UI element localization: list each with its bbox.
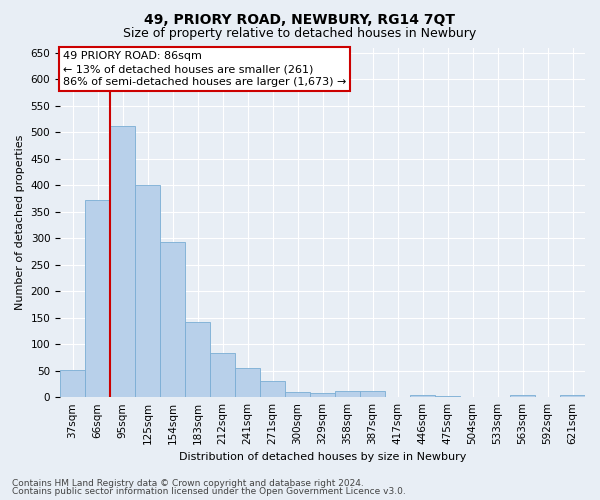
Text: Contains public sector information licensed under the Open Government Licence v3: Contains public sector information licen… [12,487,406,496]
Bar [135,186,160,397]
Bar [160,242,185,397]
Bar [235,368,260,397]
Bar [185,322,210,397]
Bar [335,392,360,397]
Bar [260,382,285,397]
Bar [310,393,335,397]
Bar [435,396,460,397]
Bar [560,395,585,397]
Text: 49 PRIORY ROAD: 86sqm
← 13% of detached houses are smaller (261)
86% of semi-det: 49 PRIORY ROAD: 86sqm ← 13% of detached … [62,51,346,88]
Bar [85,200,110,397]
X-axis label: Distribution of detached houses by size in Newbury: Distribution of detached houses by size … [179,452,466,462]
Bar [60,370,85,397]
Bar [110,126,135,397]
Bar [210,352,235,397]
Text: Contains HM Land Registry data © Crown copyright and database right 2024.: Contains HM Land Registry data © Crown c… [12,478,364,488]
Text: Size of property relative to detached houses in Newbury: Size of property relative to detached ho… [124,28,476,40]
Text: 49, PRIORY ROAD, NEWBURY, RG14 7QT: 49, PRIORY ROAD, NEWBURY, RG14 7QT [145,12,455,26]
Bar [510,395,535,397]
Bar [285,392,310,397]
Bar [360,391,385,397]
Bar [410,394,435,397]
Y-axis label: Number of detached properties: Number of detached properties [15,134,25,310]
